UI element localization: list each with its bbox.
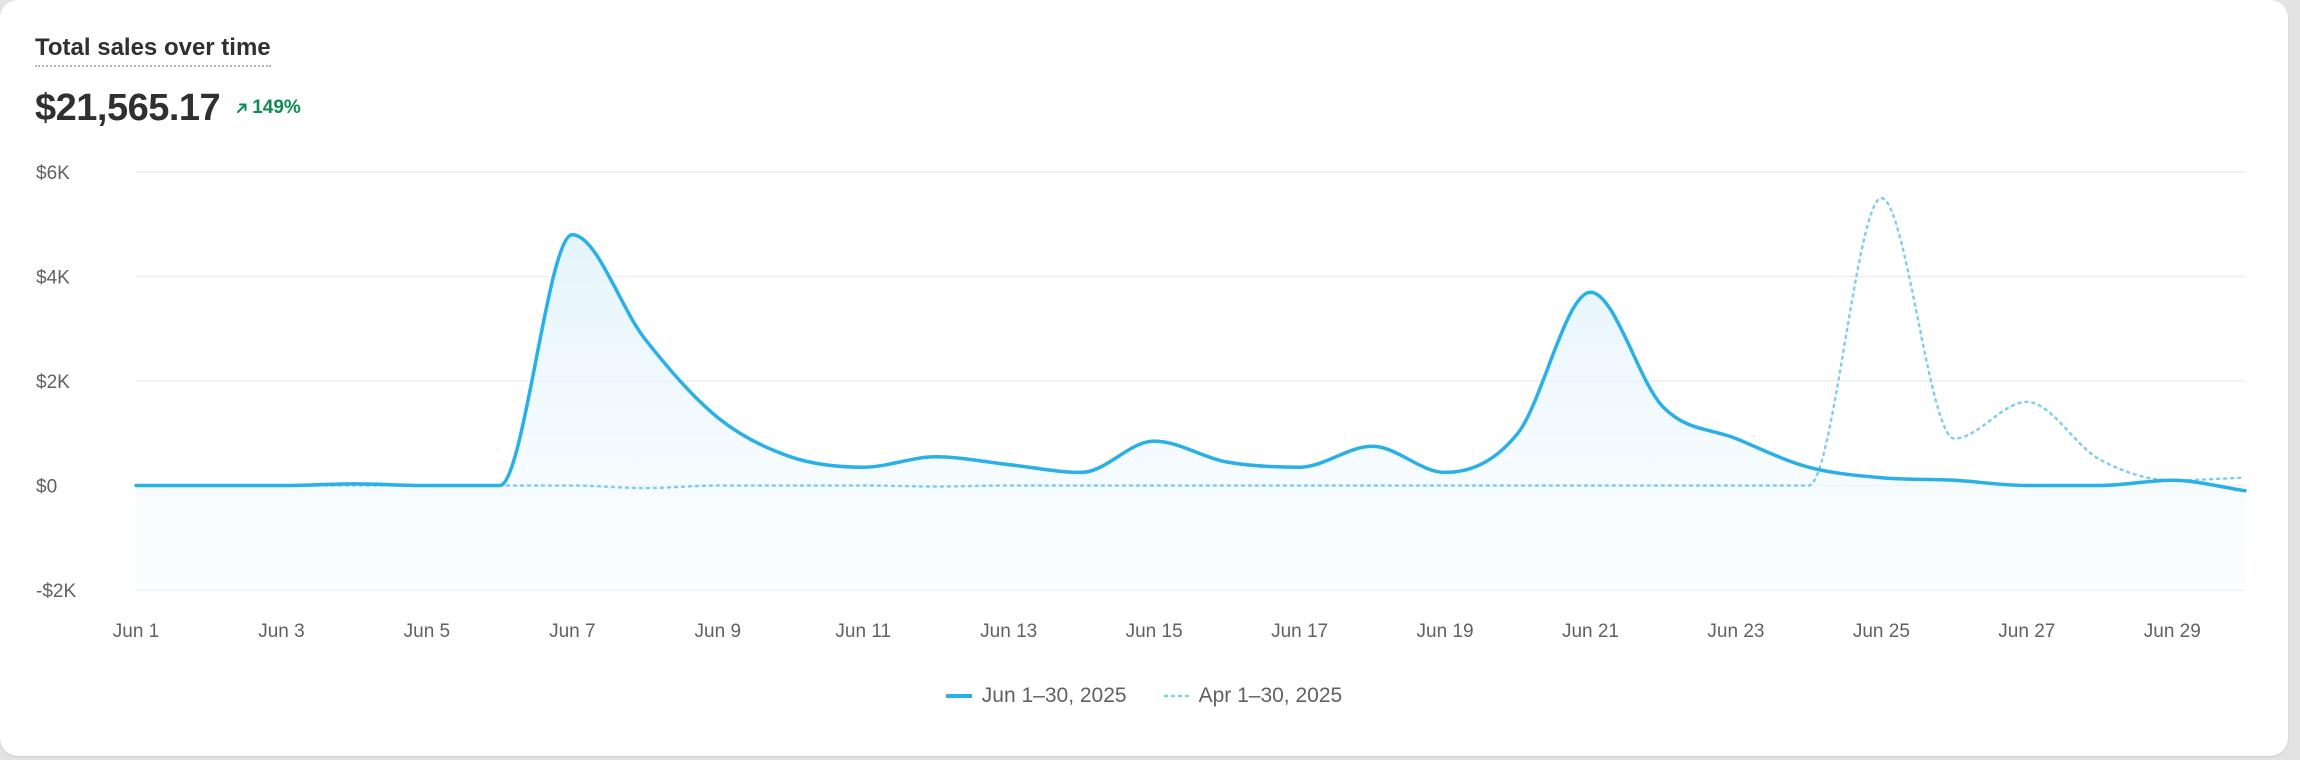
chart-legend: Jun 1–30, 2025 Apr 1–30, 2025 bbox=[0, 684, 2288, 708]
y-tick-label: $2K bbox=[36, 372, 70, 393]
x-tick-label: Jun 13 bbox=[980, 621, 1037, 642]
x-axis-ticks: Jun 1 Jun 3 Jun 5 Jun 7 Jun 9 Jun 11 Jun 13 Jun… bbox=[113, 621, 2201, 642]
series-area-fill bbox=[136, 234, 2245, 590]
y-tick-label: $0 bbox=[36, 477, 57, 498]
legend-item-apr[interactable]: Apr 1–30, 2025 bbox=[1163, 684, 1343, 708]
legend-label-apr: Apr 1–30, 2025 bbox=[1198, 684, 1343, 707]
x-tick-label: Jun 21 bbox=[1562, 621, 1619, 642]
change-badge: 149% bbox=[236, 97, 301, 119]
sales-line-chart[interactable]: $6K$4K$2K$0-$2K Jun 1 Jun 3 Jun 5 Jun 7 Jun … bbox=[0, 0, 2288, 680]
change-percent: 149% bbox=[252, 97, 301, 118]
series-line-apr[interactable] bbox=[134, 196, 2247, 490]
total-row: $21,565.17 149% bbox=[35, 86, 301, 130]
x-tick-label: Jun 23 bbox=[1707, 621, 1764, 642]
x-tick-label: Jun 27 bbox=[1998, 621, 2055, 642]
x-tick-label: Jun 17 bbox=[1271, 621, 1328, 642]
x-tick-label: Jun 5 bbox=[404, 621, 450, 642]
total-sales-value: $21,565.17 bbox=[35, 87, 221, 129]
x-tick-label: Jun 9 bbox=[695, 621, 741, 642]
y-tick-label: $6K bbox=[36, 163, 70, 184]
x-tick-label: Jun 25 bbox=[1853, 621, 1910, 642]
y-axis-ticks: $6K $4K $2K $0 -$2K bbox=[36, 163, 76, 602]
solid-line-swatch-icon bbox=[945, 694, 972, 698]
legend-label-jun: Jun 1–30, 2025 bbox=[981, 684, 1127, 707]
x-tick-label: Jun 7 bbox=[549, 621, 595, 642]
x-tick-label: Jun 11 bbox=[835, 621, 891, 642]
dotted-line-swatch-icon bbox=[1163, 694, 1189, 698]
y-tick-label: -$2K bbox=[36, 581, 76, 602]
legend-item-jun[interactable]: Jun 1–30, 2025 bbox=[945, 684, 1127, 708]
series-line-jun[interactable] bbox=[134, 232, 2247, 493]
x-tick-label: Jun 3 bbox=[258, 621, 304, 642]
card-title[interactable]: Total sales over time bbox=[35, 34, 271, 67]
x-tick-label: Jun 29 bbox=[2144, 621, 2201, 642]
y-tick-label: $4K bbox=[36, 268, 70, 289]
arrow-up-right-icon bbox=[237, 103, 247, 113]
x-tick-label: Jun 19 bbox=[1417, 621, 1474, 642]
x-tick-label: Jun 1 bbox=[113, 621, 159, 642]
x-tick-label: Jun 15 bbox=[1126, 621, 1183, 642]
